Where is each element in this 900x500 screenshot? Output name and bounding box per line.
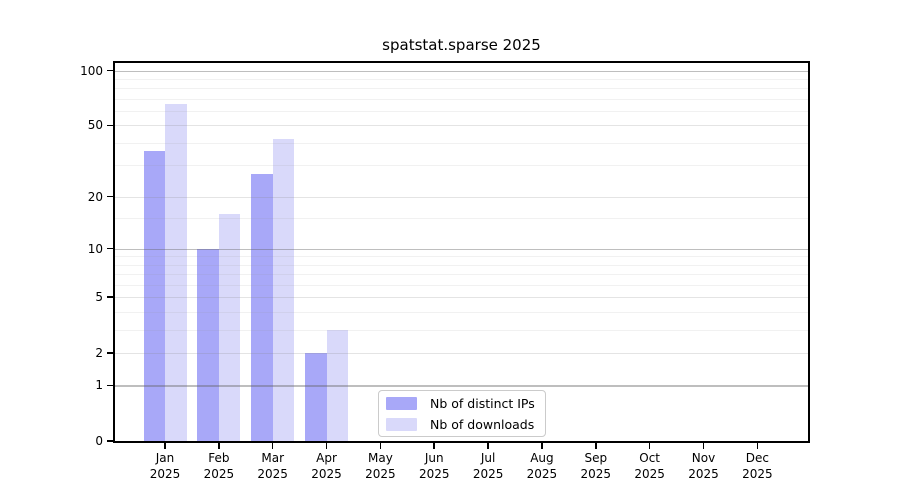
x-tick-label-line: 2025 [580,466,612,481]
gridline-20 [115,196,808,198]
x-tick-label-line: Feb [208,451,230,465]
bar-downloads-apr [326,329,349,441]
y-tick-label: 2 [95,345,103,360]
bar-downloads-mar [272,139,295,441]
y-tick-label: 100 [80,63,103,78]
legend: Nb of distinct IPs Nb of downloads [378,390,546,437]
x-tick-label-line: 2025 [526,466,558,481]
x-tick-label: Jun 2025 [406,451,462,482]
x-tick-label-line: Dec [745,451,769,465]
x-tick-mark [271,443,274,449]
x-tick-label-line: 2025 [688,466,719,481]
x-tick-label: Oct 2025 [622,451,678,482]
gridline-100 [115,70,808,72]
gridline-minor [115,88,808,90]
y-tick-label: 5 [95,290,103,305]
bar-distinct-ips-apr [305,352,327,441]
bar-downloads-jan [165,103,187,441]
gridline-minor [115,98,808,100]
x-tick-label-line: 2025 [472,466,504,481]
x-tick-label-line: Jan [155,451,175,465]
y-tick-mark [107,195,113,198]
x-tick-label: Nov 2025 [676,451,732,482]
x-tick-label-line: 2025 [311,466,342,481]
y-tick-mark [107,440,113,442]
x-tick-label: May 2025 [352,451,408,482]
x-tick-label-line: Sep [584,451,608,465]
bar-distinct-ips-mar [251,173,273,441]
x-tick-label-line: Nov [691,451,716,465]
legend-label-distinct-ips: Nb of distinct IPs [430,395,535,411]
x-tick-label: Mar 2025 [245,451,301,482]
x-tick-label-line: Mar [261,451,284,465]
y-tick-label: 1 [95,378,103,393]
y-tick-label: 0 [95,434,103,448]
x-tick-label-line: 2025 [742,466,773,481]
x-tick-mark [756,443,759,449]
legend-swatch-downloads [386,417,417,431]
x-tick-mark [648,443,651,449]
y-tick-mark [107,124,113,127]
x-tick-label-line: May [367,451,393,465]
gridline-50 [115,125,808,127]
x-tick-label-line: Aug [530,451,554,465]
x-tick-label: Aug 2025 [514,451,570,482]
x-tick-mark [325,443,328,449]
x-tick-label-line: 2025 [203,466,235,481]
y-tick-mark [107,296,113,298]
x-tick-mark [595,443,597,449]
y-tick-mark [107,352,113,354]
legend-swatch-distinct-ips [386,396,417,410]
y-tick-mark [107,247,113,250]
y-tick-label: 20 [87,189,103,204]
x-tick-mark [487,443,489,449]
gridline-minor [115,142,808,144]
legend-entry-downloads: Nb of downloads [386,417,545,432]
chart-title: spatstat.sparse 2025 [382,36,541,54]
x-tick-label: Feb 2025 [191,451,247,482]
x-tick-label-line: Oct [639,451,661,465]
x-tick-label: Dec 2025 [729,451,785,482]
bar-downloads-feb [218,213,241,441]
x-tick-mark [164,443,166,449]
legend-label-downloads: Nb of downloads [430,416,535,432]
x-tick-label-line: 2025 [365,466,396,481]
y-tick-label: 50 [87,118,103,133]
x-tick-mark [218,443,220,449]
gridline-minor [115,111,808,113]
gridline-minor [115,165,808,167]
x-tick-label-line: 2025 [257,466,288,481]
x-tick-label-line: Apr [316,451,337,465]
x-tick-mark [379,443,382,449]
legend-entry-distinct-ips: Nb of distinct IPs [386,396,545,411]
y-tick-label: 10 [87,241,103,256]
x-tick-mark [702,443,705,449]
x-tick-label-line: 2025 [149,466,181,481]
x-tick-mark [433,443,436,449]
bar-distinct-ips-jan [143,151,165,441]
x-tick-label-line: Jul [480,451,496,465]
y-tick-mark [107,69,113,72]
plot-area: 0 1 2 5 10 20 50 100 Jan 2025 Feb 2025 Mar 2025 Apr 202… [80,61,810,481]
x-tick-label: Jan 2025 [137,451,193,482]
x-tick-label-line: Jun [424,451,444,465]
x-tick-label-line: 2025 [418,466,450,481]
y-tick-mark [107,384,113,387]
x-tick-label: Jul 2025 [460,451,516,482]
x-tick-mark [541,443,543,449]
x-tick-label-line: 2025 [634,466,665,481]
gridline-minor [115,78,808,80]
bar-distinct-ips-feb [197,248,219,441]
x-tick-label: Apr 2025 [299,451,355,482]
x-tick-label: Sep 2025 [568,451,624,482]
